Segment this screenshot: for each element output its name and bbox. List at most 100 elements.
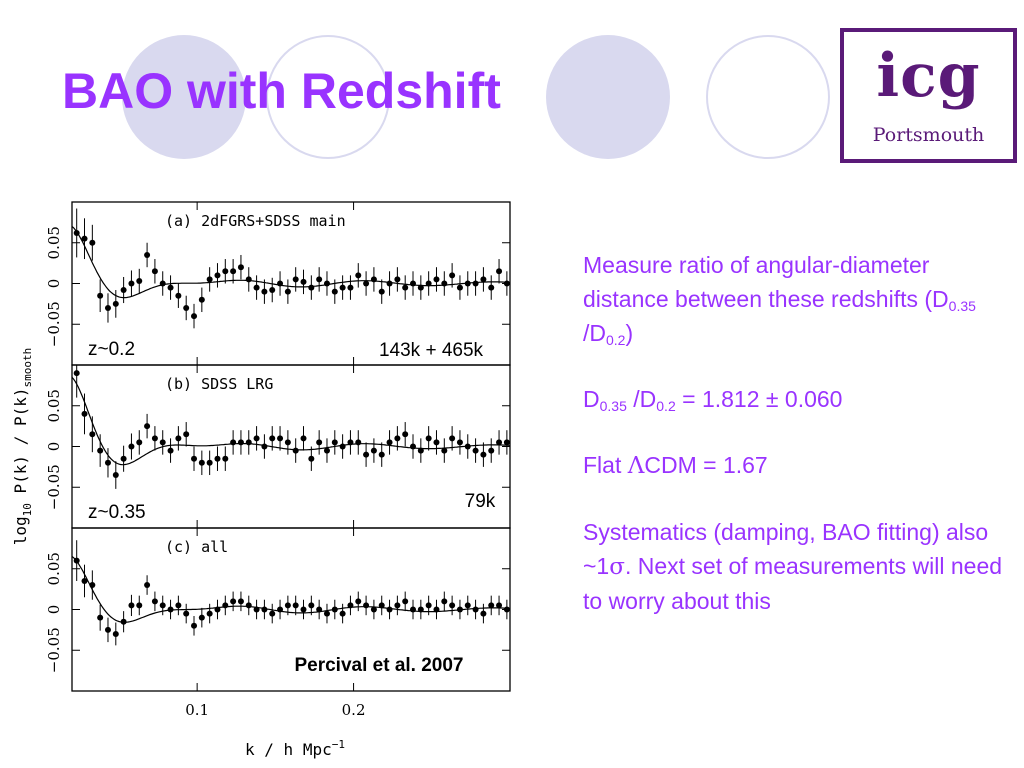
deco-circle-3: [546, 35, 670, 159]
panel-b-data-point: [410, 443, 417, 450]
panel-c-data-point: [89, 582, 96, 589]
panel-a-data-point: [89, 239, 96, 246]
panel-b-data-point: [175, 435, 182, 442]
panel-b-data-point: [191, 455, 198, 462]
panel-c-data-point: [183, 610, 190, 617]
panel-b-data-point: [308, 455, 315, 462]
panel-c-data-point: [214, 606, 221, 613]
panel-a-data-point: [496, 268, 503, 275]
panel-a-data-point: [128, 280, 135, 287]
panel-c-data-point: [292, 602, 299, 609]
panel-c-data-point: [112, 630, 119, 637]
panel-c-data-point: [277, 606, 284, 613]
panel-a-data-point: [355, 272, 362, 279]
panel-b-label: (b) SDSS LRG: [165, 375, 273, 393]
panel-b-data-point: [206, 459, 213, 466]
panel-b-data-point: [128, 443, 135, 450]
panel-c-data-point: [433, 606, 440, 613]
panel-c-data-point: [245, 602, 252, 609]
panel-a-data-point: [206, 276, 213, 283]
panel-c-data-point: [363, 602, 370, 609]
side-paragraph-2: D0.35 /D0.2 = 1.812 ± 0.060: [583, 386, 843, 414]
panel-c-data-point: [159, 602, 166, 609]
panel-c-data-point: [222, 602, 229, 609]
panel-b-data-point: [417, 447, 424, 454]
deco-circle-4: [706, 35, 830, 159]
panel-b-data-point: [214, 455, 221, 462]
panel-b-data-point: [347, 439, 354, 446]
panel-a-data-point: [151, 268, 158, 275]
panel-a-data-point: [488, 284, 495, 291]
panel-a-data-point: [464, 280, 471, 287]
panel-b-count-bg: [456, 488, 504, 513]
panel-b-data-point: [245, 439, 252, 446]
panel-b-data-point: [433, 439, 440, 446]
panel-b-data-point: [237, 439, 244, 446]
panel-c-data-point: [370, 606, 377, 613]
panel-b-data-point: [503, 439, 510, 446]
panel-b-data-point: [269, 435, 276, 442]
panel-a-count-label: 143k + 465k: [379, 340, 484, 361]
panel-b-data-point: [472, 447, 479, 454]
panel-a-label: (a) 2dFGRS+SDSS main: [165, 212, 346, 230]
panel-a-data-point: [261, 288, 268, 295]
panel-c-data-point: [230, 598, 237, 605]
panel-c-model-curve: [71, 556, 510, 623]
panel-a-data-point: [284, 288, 291, 295]
panel-b-data-point: [449, 435, 456, 442]
panel-a-data-point: [425, 280, 432, 287]
deco-circle-2: [266, 35, 390, 159]
panel-c-data-point: [503, 606, 510, 613]
panel-b-data-point: [402, 431, 409, 438]
panel-c-data-point: [81, 577, 88, 584]
panel-a-data-point: [253, 284, 260, 291]
panel-a-data-point: [347, 284, 354, 291]
panel-a-data-point: [269, 287, 276, 294]
panel-b-data-point: [159, 439, 166, 446]
panel-c-data-point: [237, 598, 244, 605]
panel-c-data-point: [394, 602, 401, 609]
panel-c-data-point: [449, 602, 456, 609]
panel-a-data-point: [480, 276, 487, 283]
panel-b-data-point: [480, 451, 487, 458]
panel-b-data-point: [292, 447, 299, 454]
panel-a-redshift-bg: [84, 335, 156, 361]
panel-b-data-point: [183, 431, 190, 438]
panel-c-data-point: [425, 602, 432, 609]
panel-b-data-point: [355, 439, 362, 446]
side-paragraph-1: Measure ratio of angular-diameter distan…: [583, 252, 976, 348]
panel-a-data-point: [417, 284, 424, 291]
panel-b-data-point: [488, 447, 495, 454]
panel-c-data-point: [104, 626, 111, 633]
panel-a-data-point: [292, 276, 299, 283]
panel-c-data-point: [331, 606, 338, 613]
panel-c-data-point: [120, 618, 127, 625]
panel-a-ytick-label: 0: [45, 279, 63, 289]
panel-c-ytick-label: −0.05: [45, 627, 63, 673]
panel-a-data-point: [237, 264, 244, 271]
panel-b-data-point: [300, 435, 307, 442]
deco-circle-1: [122, 35, 246, 159]
panel-b-data-point: [73, 370, 80, 377]
panel-c-data-point: [355, 598, 362, 605]
icg-logo: icg Portsmouth: [840, 28, 1017, 163]
panel-c-data-point: [378, 602, 385, 609]
panel-a-model-curve: [71, 226, 510, 299]
panel-a-ytick-label: 0.05: [45, 226, 63, 259]
panel-c-data-point: [97, 614, 104, 621]
panel-a-data-point: [316, 276, 323, 283]
panel-b-data-point: [456, 439, 463, 446]
panel-c-data-point: [284, 602, 291, 609]
logo-main-text: icg: [876, 41, 981, 111]
panel-a-data-point: [167, 284, 174, 291]
panel-a-data-point: [230, 268, 237, 275]
panel-a-data-point: [112, 300, 119, 307]
x-tick-label: 0.1: [185, 701, 209, 719]
panel-a-data-point: [159, 280, 166, 287]
panel-b-data-point: [378, 451, 385, 458]
panel-c-data-point: [488, 602, 495, 609]
panel-c-data-point: [191, 622, 198, 629]
panel-b-data-point: [331, 439, 338, 446]
panel-b-data-point: [441, 447, 448, 454]
panel-a-data-point: [456, 284, 463, 291]
